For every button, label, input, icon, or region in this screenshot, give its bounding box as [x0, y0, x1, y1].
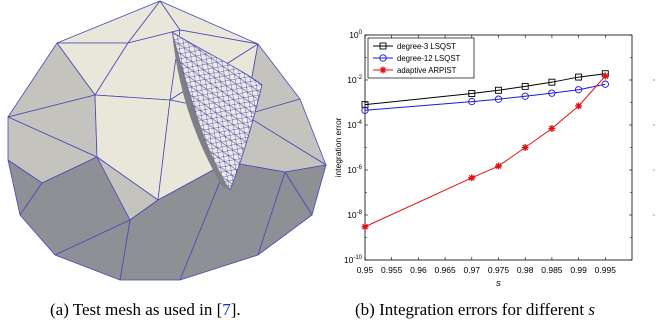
- x-tick-label: 0.985: [541, 265, 563, 275]
- edge-dot: [653, 124, 655, 126]
- mesh-face: [54, 219, 131, 281]
- y-tick-label: 10-4: [347, 120, 362, 130]
- caption-b: (b) Integration errors for different s: [355, 300, 595, 320]
- x-tick-label: 0.98: [517, 265, 534, 275]
- y-tick-label: 100: [349, 30, 362, 40]
- x-tick-label: 0.99: [570, 265, 587, 275]
- data-point: [548, 124, 556, 132]
- legend-label: degree-3 LSQST: [397, 42, 456, 51]
- data-point: [494, 95, 503, 103]
- data-point: [575, 73, 583, 81]
- data-point: [601, 80, 609, 88]
- data-point: [468, 97, 476, 106]
- x-axis-label: s: [496, 278, 501, 289]
- x-tick-label: 0.975: [488, 265, 510, 275]
- data-point: [468, 174, 476, 182]
- data-point: [495, 86, 502, 94]
- mesh-face: [257, 171, 313, 256]
- caption-a-end: ].: [230, 300, 241, 319]
- citation-link[interactable]: 7: [222, 300, 231, 319]
- polyhedron-mesh: [7, 0, 327, 281]
- mesh-figure: [0, 0, 330, 290]
- series-line: [364, 83, 606, 111]
- legend-label: degree-12 LSQST: [397, 54, 461, 63]
- chart-figure: 0.95 0.955 0.96 0.965 0.97 0.975 0.98 0.985 0.99…: [330, 0, 657, 300]
- y-tick-label: 10-8: [347, 210, 362, 220]
- data-point: [521, 82, 529, 90]
- data-point: [574, 86, 583, 94]
- data-point: [548, 78, 556, 86]
- error-chart: 0.95 0.955 0.96 0.965 0.97 0.975 0.98 0.985 0.99…: [333, 30, 655, 289]
- x-tick-label: 0.95: [357, 265, 374, 275]
- data-point: [379, 66, 387, 74]
- data-point: [601, 72, 609, 80]
- caption-a: (a) Test mesh as used in [7].: [50, 300, 241, 320]
- data-point: [361, 106, 369, 114]
- x-tick-label: 0.995: [595, 265, 617, 275]
- x-tick-label: 0.955: [381, 265, 403, 275]
- legend-label: adaptive ARPIST: [397, 66, 457, 75]
- data-point: [468, 90, 476, 97]
- y-tick-label: 10-2: [347, 75, 362, 85]
- data-point: [361, 223, 369, 231]
- data-point: [361, 101, 369, 109]
- data-point: [575, 102, 583, 110]
- y-tick-label: 10-6: [347, 165, 362, 175]
- legend-entry: degree-3 LSQST: [373, 42, 456, 51]
- legend: degree-3 LSQST degree-12 LSQST adaptive AR…: [367, 37, 475, 79]
- series-circle: [361, 80, 609, 114]
- edge-dot: [653, 169, 655, 171]
- x-tick-label: 0.97: [464, 265, 481, 275]
- x-tick-label: 0.96: [410, 265, 427, 275]
- data-point: [521, 92, 529, 100]
- data-point: [548, 89, 556, 97]
- y-axis-label: integration error: [333, 117, 343, 177]
- data-point: [495, 162, 502, 170]
- edge-dot: [653, 79, 655, 81]
- caption-b-variable: s: [588, 300, 595, 319]
- caption-b-text: (b) Integration errors for different: [355, 300, 589, 319]
- legend-entry: degree-12 LSQST: [373, 54, 461, 63]
- data-point: [521, 144, 529, 151]
- data-point: [379, 42, 387, 50]
- y-tick-label: 10-10: [344, 255, 363, 265]
- edge-dot: [653, 214, 655, 216]
- data-point: [379, 54, 387, 62]
- caption-a-text: (a) Test mesh as used in [: [50, 300, 223, 319]
- series-line: [364, 73, 606, 106]
- series-star: [361, 72, 609, 231]
- legend-entry: adaptive ARPIST: [373, 66, 457, 75]
- x-tick-label: 0.965: [434, 265, 456, 275]
